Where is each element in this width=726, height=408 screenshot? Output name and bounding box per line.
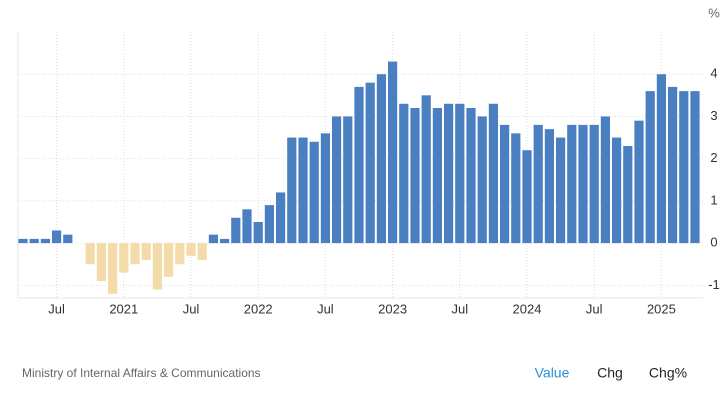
bar [264, 205, 274, 244]
bar [242, 209, 252, 244]
bar [656, 74, 666, 244]
bar [399, 103, 409, 244]
bar [119, 243, 129, 273]
bar [376, 74, 386, 244]
bar [600, 116, 610, 244]
bar [410, 108, 420, 244]
bar [556, 137, 566, 244]
x-tick-label: 2021 [109, 301, 138, 316]
tab[interactable]: Chg% [649, 365, 687, 381]
bar [612, 137, 622, 244]
y-tick-label: 0 [710, 235, 717, 250]
bar [40, 238, 50, 244]
bar [164, 243, 174, 277]
bar [567, 124, 577, 244]
bar [320, 133, 330, 244]
tab[interactable]: Value [535, 365, 570, 381]
bar [544, 129, 554, 244]
bar [668, 86, 678, 244]
bar [108, 243, 118, 294]
bar [533, 124, 543, 244]
y-tick-label: -1 [708, 277, 720, 292]
x-tick-label: Jul [451, 301, 468, 316]
bar [444, 103, 454, 244]
bar [52, 230, 62, 244]
bar [511, 133, 521, 244]
x-tick-label: Jul [48, 301, 65, 316]
bar [477, 116, 487, 244]
bar [388, 61, 398, 244]
bar [220, 238, 230, 244]
x-tick-label: Jul [317, 301, 334, 316]
bar [276, 192, 286, 244]
y-tick-label: 2 [710, 150, 717, 165]
bar [141, 243, 151, 260]
y-tick-label: 4 [710, 66, 717, 81]
bar [130, 243, 140, 265]
bar [253, 222, 263, 244]
bar [298, 137, 308, 244]
bar [634, 120, 644, 244]
bar [231, 217, 241, 244]
x-tick-label: 2025 [647, 301, 676, 316]
bar [690, 91, 700, 244]
bar [421, 95, 431, 244]
bar [365, 82, 375, 244]
bar [679, 91, 689, 244]
x-tick-label: Jul [586, 301, 603, 316]
source: Ministry of Internal Affairs & Communica… [22, 366, 261, 380]
bar [63, 234, 73, 244]
x-tick-label: 2022 [244, 301, 273, 316]
bar [578, 124, 588, 244]
bar [623, 146, 633, 244]
bar [488, 103, 498, 244]
bar [354, 86, 364, 244]
bar [589, 124, 599, 244]
bar [645, 91, 655, 244]
bar [432, 108, 442, 244]
bar [85, 243, 95, 265]
unit-label: % [708, 5, 720, 20]
bar [522, 150, 532, 244]
y-tick-label: 3 [710, 108, 717, 123]
x-tick-label: 2023 [378, 301, 407, 316]
bar [287, 137, 297, 244]
bar [96, 243, 106, 282]
bar [343, 116, 353, 244]
bar [455, 103, 465, 244]
bar [332, 116, 342, 244]
bar [500, 124, 510, 244]
bar [186, 243, 196, 256]
x-tick-label: 2024 [513, 301, 542, 316]
bar [197, 243, 207, 260]
bar [29, 238, 39, 244]
bar [466, 108, 476, 244]
bar [152, 243, 162, 290]
x-tick-label: Jul [183, 301, 200, 316]
bar [175, 243, 185, 265]
y-tick-label: 1 [710, 192, 717, 207]
bar [208, 234, 218, 244]
bar [18, 238, 28, 244]
tab[interactable]: Chg [597, 365, 623, 381]
bar [309, 141, 319, 244]
